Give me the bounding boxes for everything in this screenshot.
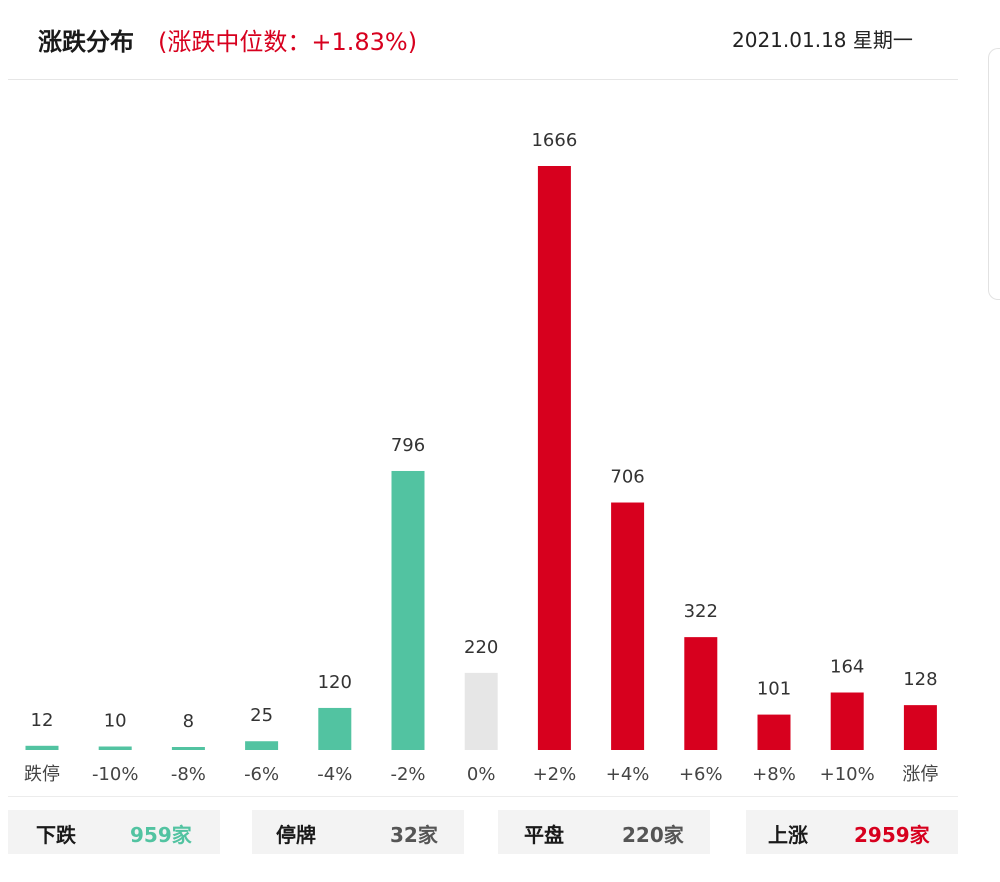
x-tick-label: -10%	[92, 764, 139, 785]
bar-value-label: 12	[31, 710, 54, 731]
bar-6	[464, 672, 498, 750]
summary-suspended-value: 32家	[390, 823, 438, 847]
summary-suspended-label: 停牌	[276, 823, 316, 847]
bar-5	[391, 470, 425, 750]
summary-up-value: 2959家	[854, 823, 930, 847]
chart-header: 涨跌分布 (涨跌中位数：+1.83%) 2021.01.18 星期一	[0, 0, 960, 80]
summary-up: 上涨 2959家	[746, 810, 958, 854]
page-title: 涨跌分布	[38, 28, 134, 56]
bar-4	[318, 707, 352, 750]
x-tick-label: +2%	[533, 764, 577, 785]
side-panel-tab[interactable]	[988, 48, 1000, 300]
header-divider	[8, 79, 958, 80]
summary-down-label: 下跌	[36, 823, 76, 847]
summary-suspended: 停牌 32家	[252, 810, 464, 854]
summary-up-label: 上涨	[768, 823, 808, 847]
summary-divider	[8, 796, 958, 797]
bar-2	[171, 747, 205, 750]
summary-flat: 平盘 220家	[498, 810, 710, 854]
bar-8	[611, 502, 645, 750]
median-change-subtitle: (涨跌中位数：+1.83%)	[158, 28, 418, 56]
summary-down-value: 959家	[130, 823, 192, 847]
bar-11	[830, 692, 864, 750]
x-tick-label: +10%	[820, 764, 875, 785]
bar-value-label: 8	[183, 711, 194, 732]
bar-value-label: 120	[318, 672, 352, 693]
x-tick-label: +8%	[752, 764, 796, 785]
summary-flat-value: 220家	[622, 823, 684, 847]
distribution-bar-chart: 12 跌停 10 -10% 8 -8% 25 -6% 120 -4% 796 -2% 220 0% 1666…	[24, 130, 938, 785]
bar-9	[684, 637, 718, 750]
bar-12	[903, 705, 937, 750]
bar-3	[245, 741, 279, 750]
x-tick-label: 0%	[467, 764, 496, 785]
bar-value-label: 796	[391, 435, 425, 456]
x-tick-label: 跌停	[24, 764, 60, 785]
bar-value-label: 101	[757, 679, 791, 700]
bar-value-label: 1666	[531, 130, 577, 151]
bar-1	[98, 746, 132, 750]
bar-value-label: 128	[903, 669, 937, 690]
bar-10	[757, 714, 791, 750]
summary-down: 下跌 959家	[8, 810, 220, 854]
bar-value-label: 706	[610, 467, 644, 488]
summary-flat-label: 平盘	[524, 823, 564, 847]
x-tick-label: -2%	[390, 764, 425, 785]
x-tick-label: -6%	[244, 764, 279, 785]
x-tick-label: +6%	[679, 764, 723, 785]
trade-date: 2021.01.18 星期一	[732, 28, 913, 52]
x-tick-label: -4%	[317, 764, 352, 785]
bar-value-label: 25	[250, 705, 273, 726]
bar-0	[25, 745, 59, 750]
x-tick-label: 涨停	[902, 764, 938, 785]
bar-value-label: 164	[830, 657, 864, 678]
x-tick-label: +4%	[606, 764, 650, 785]
bar-7	[537, 166, 571, 750]
bar-value-label: 10	[104, 710, 127, 731]
bar-value-label: 220	[464, 637, 498, 658]
bar-value-label: 322	[684, 601, 718, 622]
x-tick-label: -8%	[171, 764, 206, 785]
